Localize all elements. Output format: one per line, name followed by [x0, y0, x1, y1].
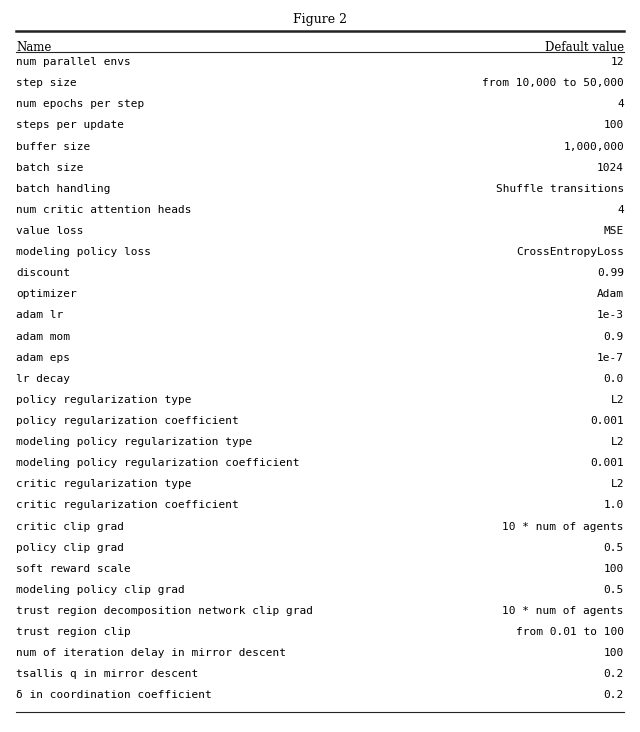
Text: num epochs per step: num epochs per step — [16, 100, 144, 109]
Text: modeling policy loss: modeling policy loss — [16, 247, 151, 257]
Text: policy regularization coefficient: policy regularization coefficient — [16, 416, 239, 426]
Text: 100: 100 — [604, 121, 624, 130]
Text: 0.2: 0.2 — [604, 690, 624, 701]
Text: 4: 4 — [617, 205, 624, 215]
Text: 10 * num of agents: 10 * num of agents — [502, 521, 624, 531]
Text: 0.0: 0.0 — [604, 374, 624, 384]
Text: adam mom: adam mom — [16, 332, 70, 342]
Text: MSE: MSE — [604, 226, 624, 236]
Text: critic regularization type: critic regularization type — [16, 479, 191, 489]
Text: from 0.01 to 100: from 0.01 to 100 — [516, 627, 624, 637]
Text: from 10,000 to 50,000: from 10,000 to 50,000 — [483, 78, 624, 88]
Text: 100: 100 — [604, 648, 624, 658]
Text: Figure 2: Figure 2 — [293, 13, 347, 26]
Text: 0.9: 0.9 — [604, 332, 624, 342]
Text: num of iteration delay in mirror descent: num of iteration delay in mirror descent — [16, 648, 286, 658]
Text: adam lr: adam lr — [16, 310, 63, 321]
Text: optimizer: optimizer — [16, 289, 77, 299]
Text: batch handling: batch handling — [16, 184, 111, 194]
Text: 100: 100 — [604, 564, 624, 574]
Text: steps per update: steps per update — [16, 121, 124, 130]
Text: policy regularization type: policy regularization type — [16, 395, 191, 405]
Text: critic clip grad: critic clip grad — [16, 521, 124, 531]
Text: 1e-3: 1e-3 — [597, 310, 624, 321]
Text: Name: Name — [16, 41, 51, 54]
Text: num parallel envs: num parallel envs — [16, 57, 131, 67]
Text: policy clip grad: policy clip grad — [16, 542, 124, 553]
Text: 1e-7: 1e-7 — [597, 353, 624, 362]
Text: Adam: Adam — [597, 289, 624, 299]
Text: soft reward scale: soft reward scale — [16, 564, 131, 574]
Text: L2: L2 — [611, 395, 624, 405]
Text: batch size: batch size — [16, 163, 83, 173]
Text: trust region decomposition network clip grad: trust region decomposition network clip … — [16, 606, 313, 616]
Text: 0.5: 0.5 — [604, 542, 624, 553]
Text: 12: 12 — [611, 57, 624, 67]
Text: 4: 4 — [617, 100, 624, 109]
Text: num critic attention heads: num critic attention heads — [16, 205, 191, 215]
Text: modeling policy regularization type: modeling policy regularization type — [16, 437, 252, 447]
Text: adam eps: adam eps — [16, 353, 70, 362]
Text: 0.2: 0.2 — [604, 669, 624, 679]
Text: 0.99: 0.99 — [597, 268, 624, 278]
Text: 0.001: 0.001 — [590, 458, 624, 468]
Text: 1024: 1024 — [597, 163, 624, 173]
Text: 10 * num of agents: 10 * num of agents — [502, 606, 624, 616]
Text: 0.5: 0.5 — [604, 585, 624, 595]
Text: 1.0: 1.0 — [604, 501, 624, 510]
Text: modeling policy clip grad: modeling policy clip grad — [16, 585, 185, 595]
Text: step size: step size — [16, 78, 77, 88]
Text: δ in coordination coefficient: δ in coordination coefficient — [16, 690, 212, 701]
Text: buffer size: buffer size — [16, 141, 90, 152]
Text: 0.001: 0.001 — [590, 416, 624, 426]
Text: trust region clip: trust region clip — [16, 627, 131, 637]
Text: L2: L2 — [611, 437, 624, 447]
Text: tsallis q in mirror descent: tsallis q in mirror descent — [16, 669, 198, 679]
Text: CrossEntropyLoss: CrossEntropyLoss — [516, 247, 624, 257]
Text: value loss: value loss — [16, 226, 83, 236]
Text: lr decay: lr decay — [16, 374, 70, 384]
Text: Default value: Default value — [545, 41, 624, 54]
Text: Shuffle transitions: Shuffle transitions — [496, 184, 624, 194]
Text: 1,000,000: 1,000,000 — [563, 141, 624, 152]
Text: modeling policy regularization coefficient: modeling policy regularization coefficie… — [16, 458, 300, 468]
Text: critic regularization coefficient: critic regularization coefficient — [16, 501, 239, 510]
Text: L2: L2 — [611, 479, 624, 489]
Text: discount: discount — [16, 268, 70, 278]
